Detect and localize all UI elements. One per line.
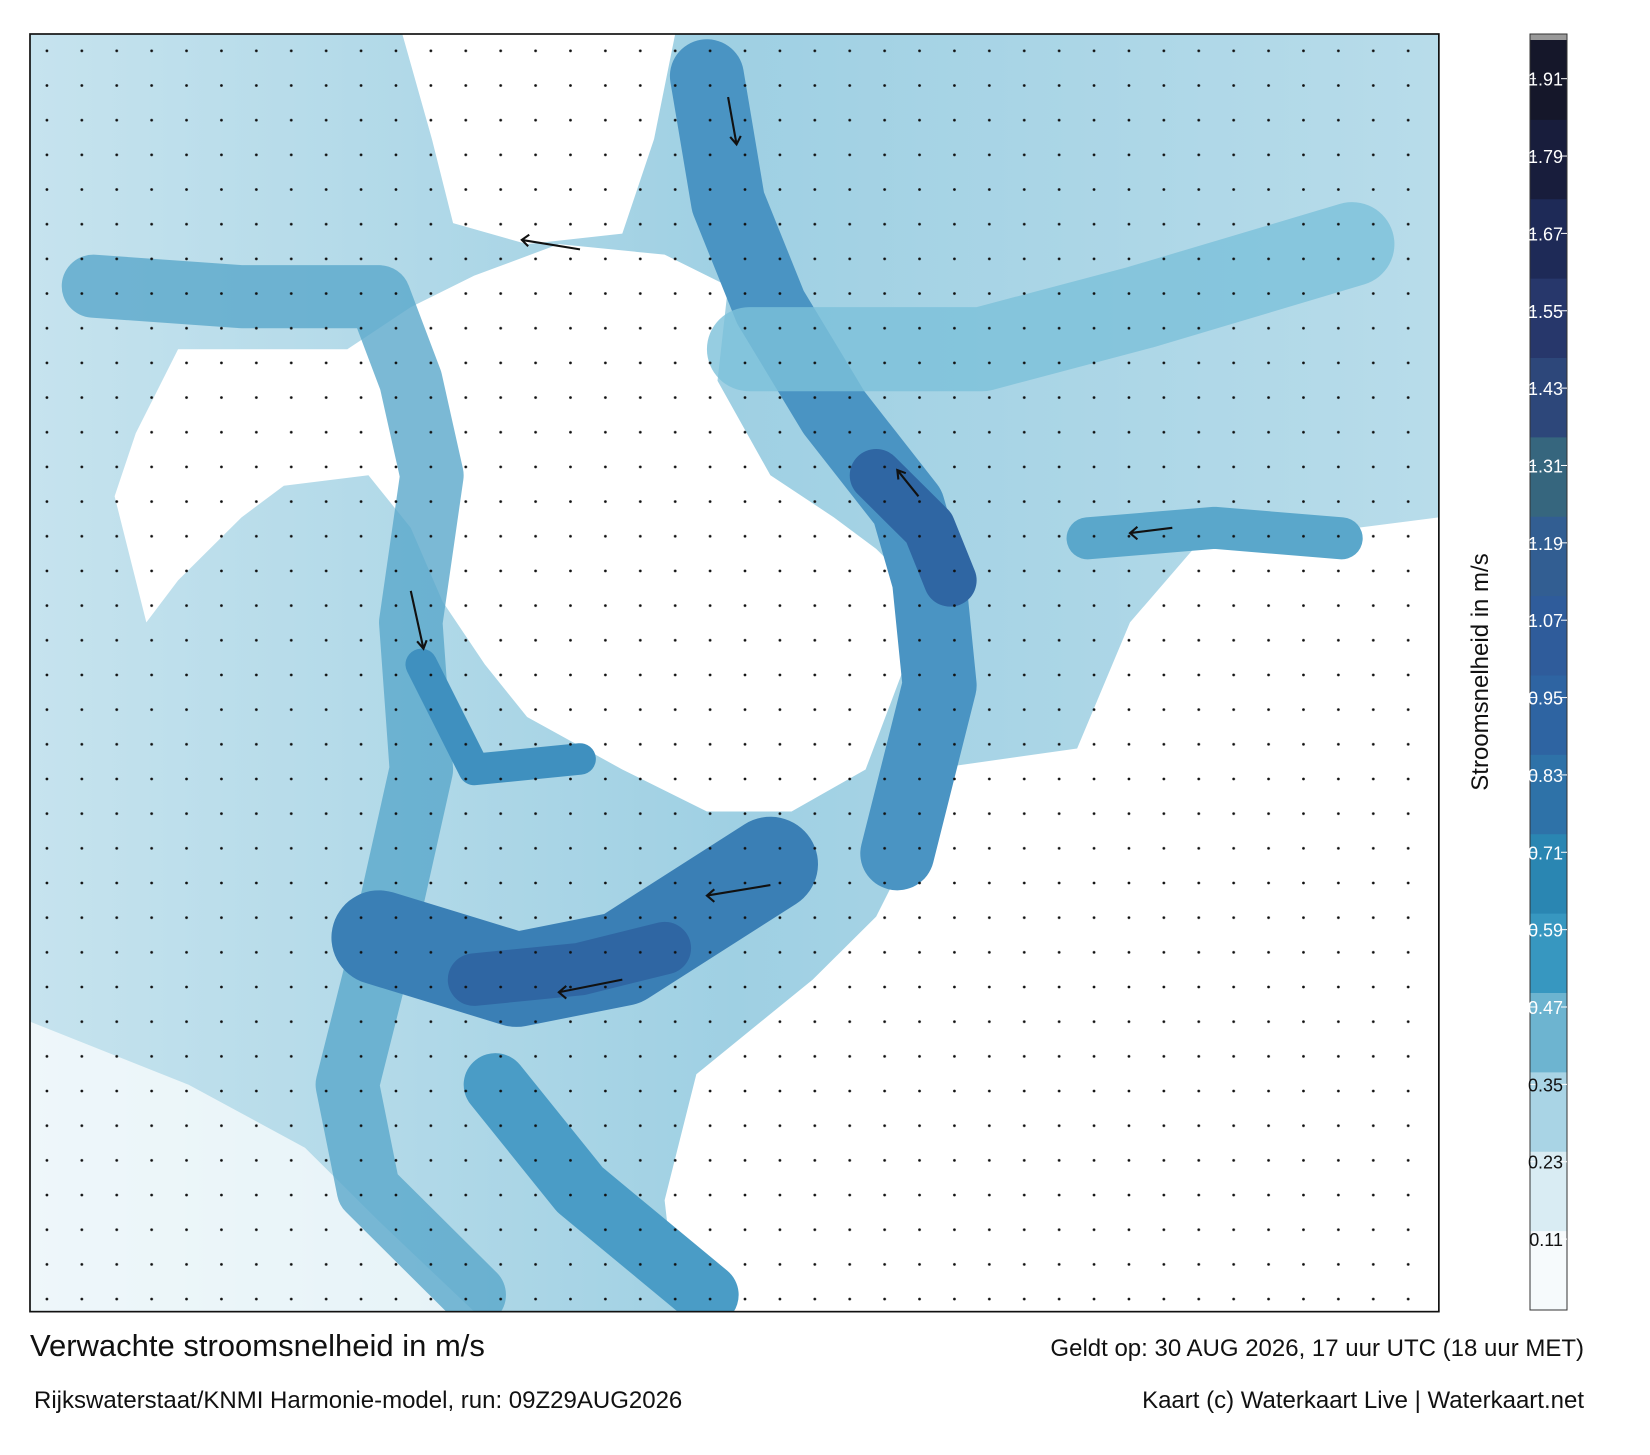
colorbar-band	[1530, 754, 1567, 835]
colorbar-tick-label: 0.95	[1528, 689, 1563, 709]
colorbar-label: Stroomsnelheid in m/s	[1467, 553, 1494, 790]
colorbar-band	[1530, 1071, 1567, 1152]
colorbar-tick-label: 1.43	[1528, 379, 1563, 399]
map	[29, 33, 1440, 1313]
colorbar-tick-label: 0.71	[1528, 843, 1563, 863]
valid-time: Geldt op: 30 AUG 2026, 17 uur UTC (18 uu…	[1050, 1335, 1584, 1362]
colorbar-band	[1530, 913, 1567, 993]
colorbar-frame	[1529, 33, 1568, 1311]
colorbar: 0.11 0.23 0.35 0.47 0.59 0.71 0.83 0.95 1.07 1.19…	[1528, 33, 1568, 1311]
colorbar-tick-label: 1.79	[1528, 147, 1563, 167]
colorbar-tick-label: 0.59	[1528, 921, 1563, 941]
credit: Kaart (c) Waterkaart Live | Waterkaart.n…	[1142, 1387, 1584, 1414]
colorbar-band	[1530, 278, 1567, 358]
colorbar-tick-label: 1.67	[1528, 224, 1563, 244]
colorbar-band	[1530, 516, 1567, 597]
colorbar-band	[1530, 1151, 1567, 1232]
flow-arrows	[409, 96, 1173, 1000]
colorbar-tick-label: 0.35	[1528, 1075, 1563, 1095]
colorbar-tick-label: 0.47	[1528, 998, 1563, 1018]
title: Verwachte stroomsnelheid in m/s	[30, 1328, 485, 1363]
colorbar-tick-label: 1.19	[1528, 534, 1563, 554]
colorbar-tick-label: 1.07	[1528, 611, 1563, 631]
colorbar-band	[1530, 198, 1567, 279]
colorbar-band	[1530, 675, 1567, 755]
subtitle: Rijkswaterstaat/KNMI Harmonie-model, run…	[34, 1387, 682, 1414]
colorbar-band	[1530, 595, 1567, 676]
map-frame	[29, 33, 1440, 1313]
colorbar-band	[1530, 436, 1567, 517]
colorbar-tick-label: 0.83	[1528, 766, 1563, 786]
colorbar-tick-label: 0.23	[1528, 1153, 1563, 1173]
colorbar-band	[1530, 1230, 1567, 1311]
colorbar-tick-label: 0.11	[1529, 1230, 1563, 1250]
colorbar-tick-label: 1.31	[1528, 456, 1563, 476]
colorbar-band	[1530, 119, 1567, 200]
colorbar-band	[1530, 992, 1567, 1073]
colorbar-tick-label: 1.91	[1528, 70, 1563, 90]
colorbar-band	[1530, 833, 1567, 914]
colorbar-cap	[1530, 34, 1567, 40]
colorbar-band	[1530, 40, 1567, 120]
colorbar-tick-label: 1.55	[1528, 302, 1563, 322]
colorbar-band	[1530, 357, 1567, 438]
vector-grid	[30, 34, 1439, 1312]
